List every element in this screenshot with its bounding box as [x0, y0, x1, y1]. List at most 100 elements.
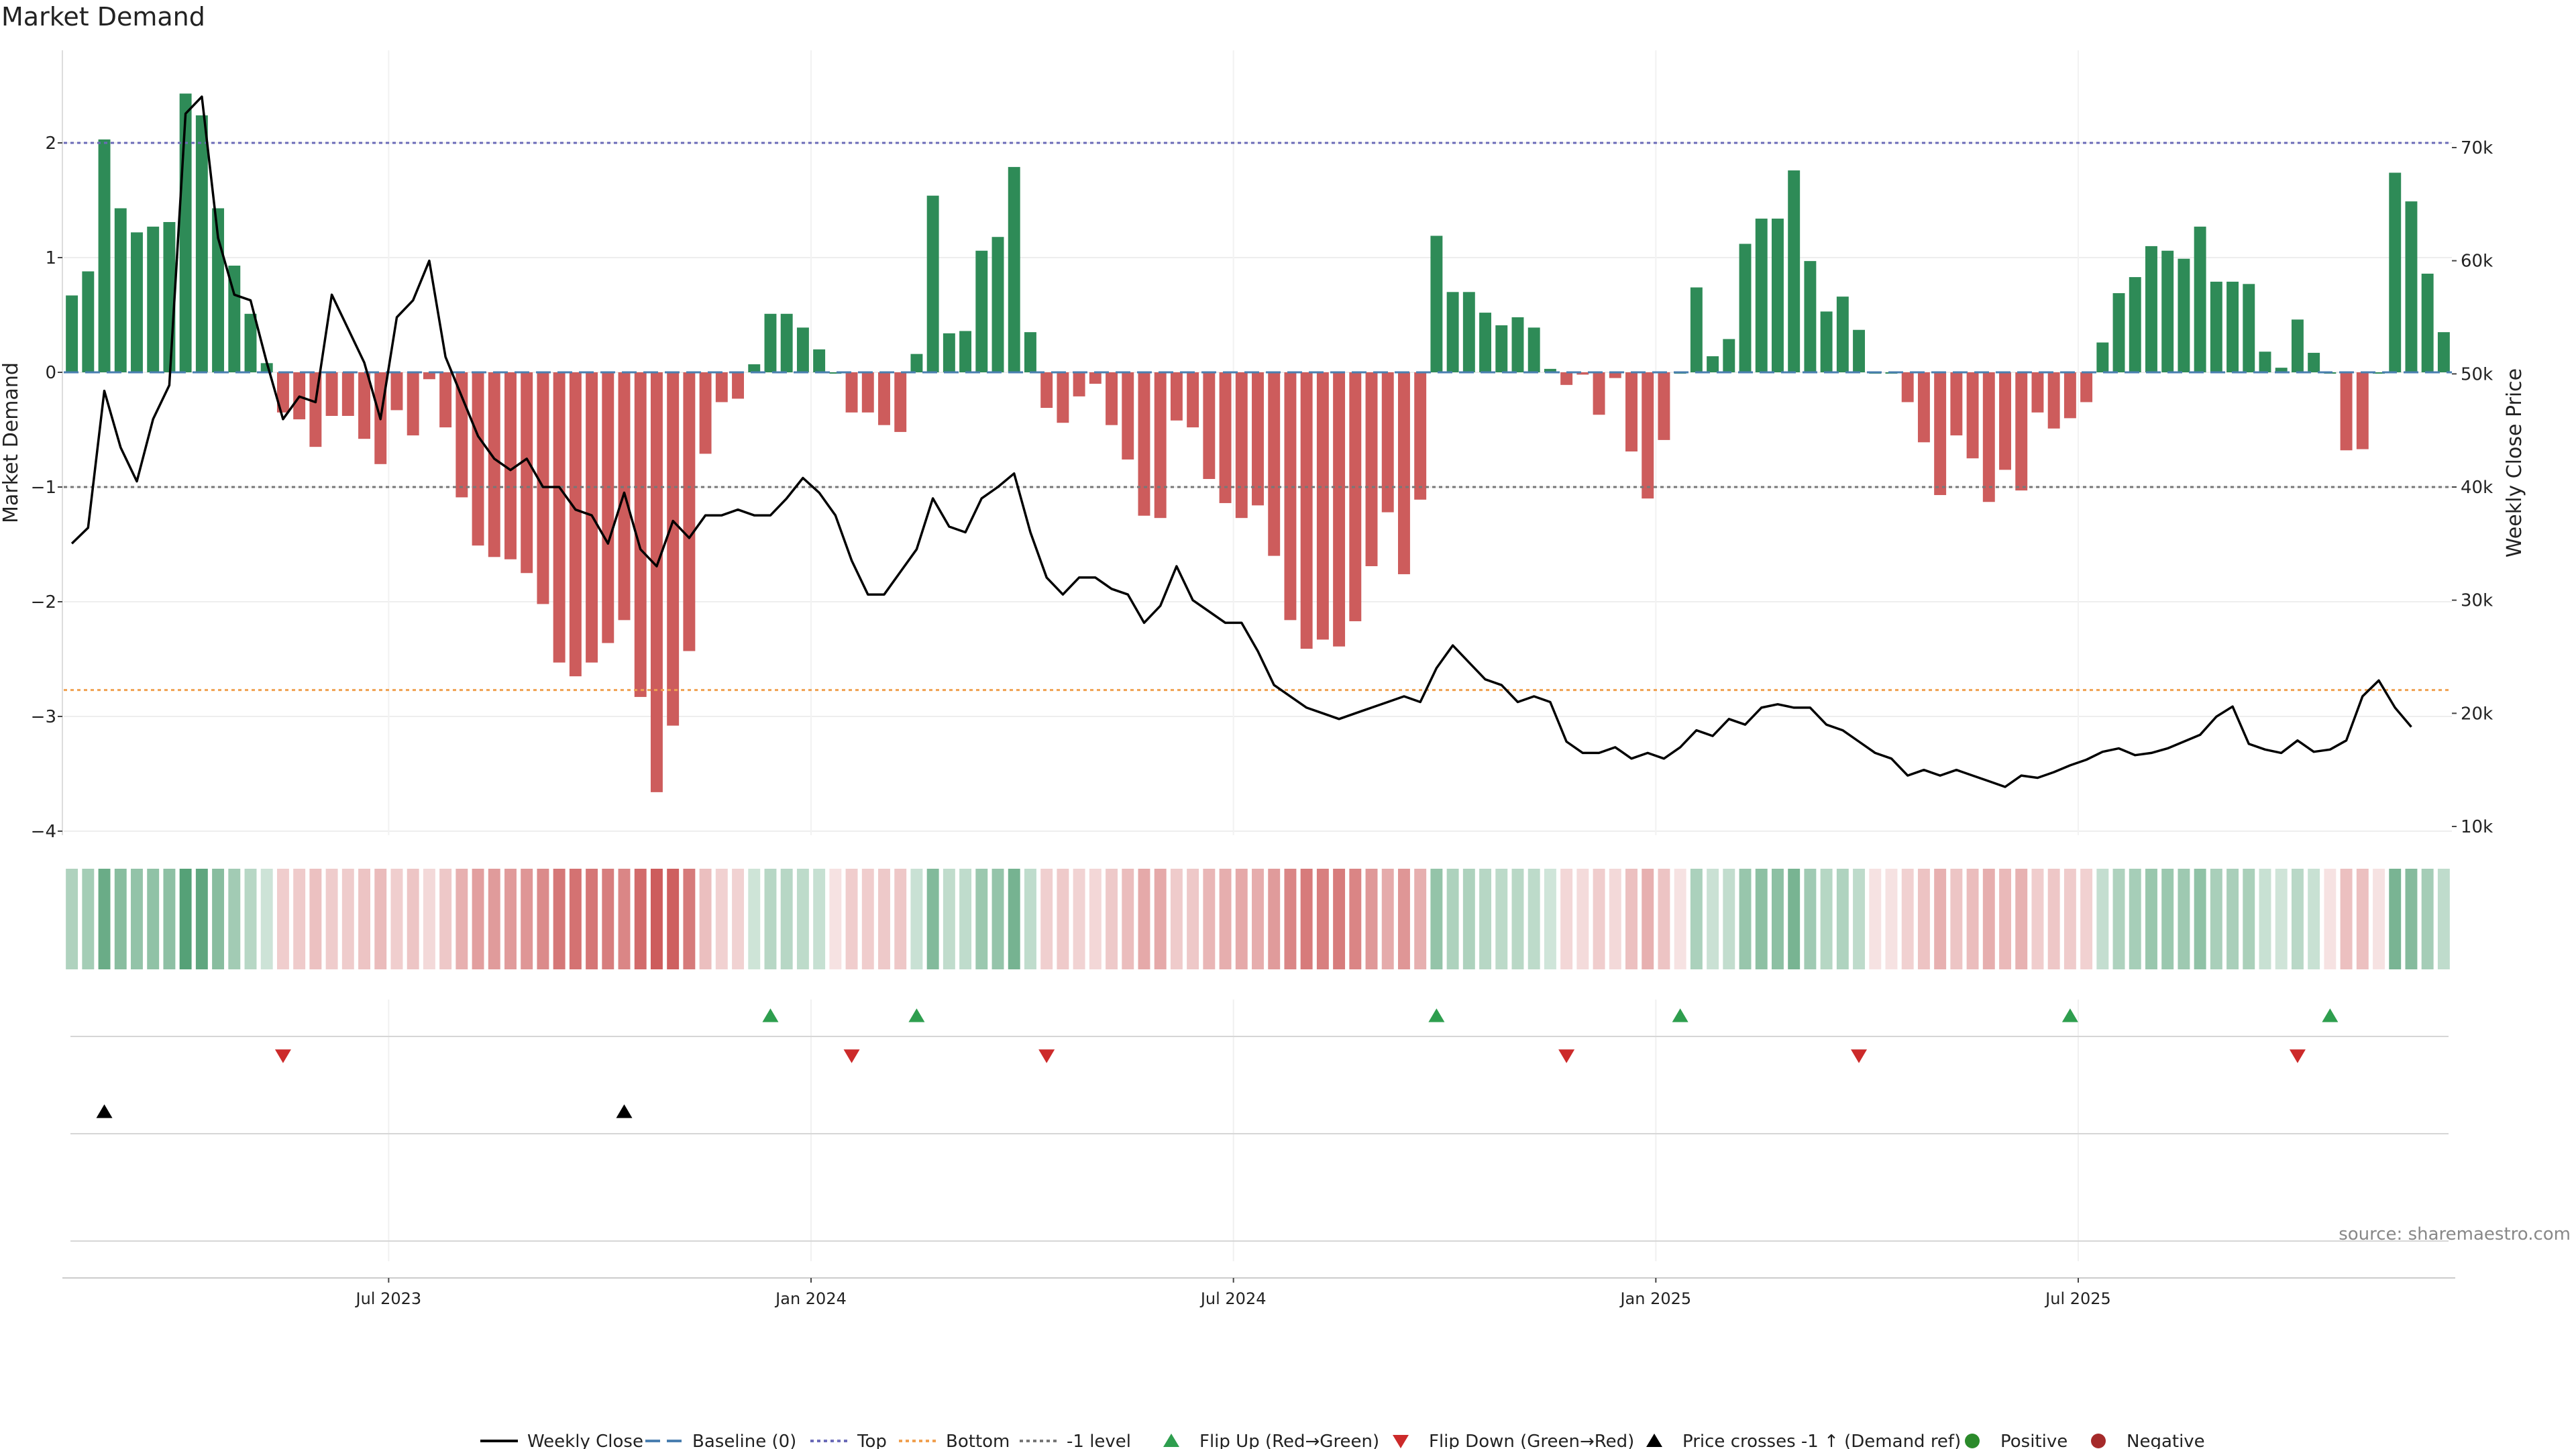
- heat-cell: [2161, 869, 2174, 969]
- heat-cell: [618, 869, 631, 969]
- x-tick-label: Jul 2024: [1199, 1289, 1267, 1308]
- demand-bar: [2129, 277, 2141, 372]
- demand-bar: [2340, 372, 2353, 451]
- x-tick-label: Jan 2025: [1619, 1289, 1691, 1308]
- legend-swatch-triangle-down: [1393, 1435, 1409, 1448]
- demand-bar: [1089, 372, 1102, 384]
- heat-cell: [341, 869, 354, 969]
- demand-bar: [1804, 261, 1817, 372]
- demand-bar: [1122, 372, 1134, 460]
- demand-bar: [325, 372, 338, 416]
- heat-cell: [1901, 869, 1914, 969]
- demand-bar: [861, 372, 874, 413]
- heat-cell: [1284, 869, 1297, 969]
- demand-bar: [1593, 372, 1605, 415]
- demand-bar: [2373, 372, 2385, 374]
- demand-bar: [1739, 244, 1752, 372]
- demand-bar: [699, 372, 712, 454]
- legend-swatch-dot: [1965, 1434, 1980, 1448]
- heat-cell: [553, 869, 566, 969]
- heat-cell: [212, 869, 225, 969]
- demand-bar: [2015, 372, 2028, 491]
- heat-cell: [1057, 869, 1069, 969]
- heat-cell: [1365, 869, 1378, 969]
- heat-cell: [1642, 869, 1654, 969]
- demand-bar: [2096, 342, 2109, 372]
- legend-label: Positive: [2000, 1432, 2068, 1449]
- demand-bar: [894, 372, 907, 432]
- demand-bar: [1707, 356, 1719, 372]
- y-tick-label: 0: [45, 363, 56, 383]
- demand-bar: [1024, 332, 1036, 372]
- demand-bar: [715, 372, 728, 402]
- heat-cell: [1397, 869, 1410, 969]
- heat-cell: [537, 869, 549, 969]
- demand-bar: [1479, 313, 1492, 372]
- demand-bar: [1252, 372, 1264, 506]
- heat-cell: [260, 869, 273, 969]
- legend-swatch-dot: [2091, 1434, 2106, 1448]
- heat-cell: [374, 869, 387, 969]
- legend: Weekly Close Baseline (0) Top Bottom -1 leve…: [480, 1432, 2205, 1449]
- heat-cell: [2080, 869, 2093, 969]
- heat-cell: [2243, 869, 2255, 969]
- heat-cell: [1008, 869, 1020, 969]
- demand-bar: [407, 372, 419, 436]
- y2-tick-label: 10k: [2461, 817, 2493, 837]
- flip-up-marker: [2322, 1008, 2339, 1022]
- legend-label: Negative: [2127, 1432, 2205, 1449]
- flip-down-marker: [843, 1049, 860, 1063]
- heat-cell: [131, 869, 143, 969]
- demand-bar: [1966, 372, 1979, 459]
- heat-cell: [1430, 869, 1443, 969]
- heat-cell: [244, 869, 257, 969]
- demand-bar: [341, 372, 354, 416]
- demand-bar: [2356, 372, 2369, 449]
- heat-cell: [1934, 869, 1947, 969]
- heat-cell: [2031, 869, 2044, 969]
- demand-bar: [1219, 372, 1232, 503]
- heat-cell: [358, 869, 370, 969]
- heat-cell: [1381, 869, 1394, 969]
- demand-bar: [1820, 311, 1833, 372]
- heat-cell: [602, 869, 614, 969]
- heat-cell: [276, 869, 289, 969]
- demand-bar: [553, 372, 566, 663]
- source-note: source: sharemaestro.com: [2339, 1224, 2571, 1244]
- demand-bar: [926, 195, 939, 372]
- heat-cell: [1495, 869, 1508, 969]
- heat-cell: [2096, 869, 2109, 969]
- heat-cell: [98, 869, 111, 969]
- heat-cell: [2178, 869, 2190, 969]
- legend-label: Bottom: [946, 1432, 1010, 1449]
- demand-bar: [1316, 372, 1329, 640]
- demand-bar: [2031, 372, 2044, 413]
- demand-bar: [488, 372, 500, 557]
- y-tick-label: −3: [31, 707, 56, 727]
- demand-bar: [813, 349, 826, 372]
- heat-cell: [975, 869, 988, 969]
- heat-cell: [2063, 869, 2076, 969]
- heat-cell: [1560, 869, 1573, 969]
- demand-bar: [1934, 372, 1947, 495]
- heat-cell: [2194, 869, 2206, 969]
- demand-bar: [1008, 166, 1020, 372]
- heat-cell: [1479, 869, 1492, 969]
- demand-bar: [1950, 372, 1963, 436]
- demand-bar: [1527, 327, 1540, 372]
- demand-bar: [1788, 170, 1801, 373]
- demand-bar: [2080, 372, 2093, 402]
- heat-cell: [1999, 869, 2011, 969]
- demand-bar: [98, 139, 111, 372]
- demand-bar: [602, 372, 614, 643]
- x-tick-label: Jan 2024: [774, 1289, 847, 1308]
- demand-bar: [1284, 372, 1297, 621]
- demand-bar: [2145, 246, 2157, 372]
- demand-bar: [2063, 372, 2076, 419]
- demand-bar: [2161, 250, 2174, 372]
- demand-bar: [1755, 218, 1768, 372]
- heat-cell: [894, 869, 907, 969]
- flip-up-marker: [2061, 1008, 2078, 1022]
- heat-cell: [1966, 869, 1979, 969]
